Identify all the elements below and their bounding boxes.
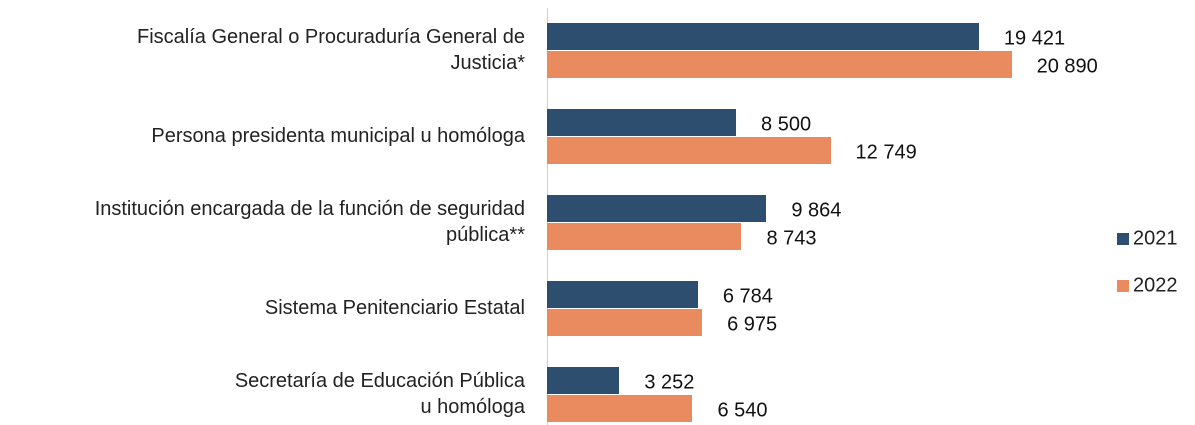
value-label: 8 743	[766, 227, 817, 249]
bar	[547, 137, 831, 164]
bar	[547, 395, 693, 422]
bar	[547, 51, 1012, 78]
bar	[547, 281, 698, 308]
legend-label: 2021	[1133, 227, 1178, 250]
bar	[547, 309, 703, 336]
bar	[547, 367, 620, 394]
value-label: 3 252	[644, 371, 695, 393]
category-label: Sistema Penitenciario Estatal	[264, 297, 525, 319]
value-label: 6 784	[722, 285, 773, 307]
category-label: Fiscalía General o Procuraduría General …	[137, 26, 525, 74]
value-label: 19 421	[1003, 27, 1066, 49]
bar	[547, 23, 979, 50]
legend-label: 2022	[1133, 274, 1178, 297]
value-label: 6 975	[727, 313, 778, 335]
category-label: Persona presidenta municipal u homóloga	[151, 125, 525, 147]
value-label: 12 749	[855, 141, 917, 163]
value-label: 20 890	[1036, 55, 1098, 77]
value-label: 6 540	[717, 399, 768, 421]
bar	[547, 195, 767, 222]
value-label: 9 864	[791, 199, 842, 221]
bar	[547, 223, 742, 250]
legend-swatch	[1117, 280, 1129, 292]
category-label: Institución encargada de la función de s…	[94, 198, 525, 246]
bar	[547, 109, 737, 136]
legend-swatch	[1117, 233, 1129, 245]
category-label: Secretaría de Educación Pública u homólo…	[234, 370, 525, 418]
value-label: 8 500	[761, 113, 812, 135]
